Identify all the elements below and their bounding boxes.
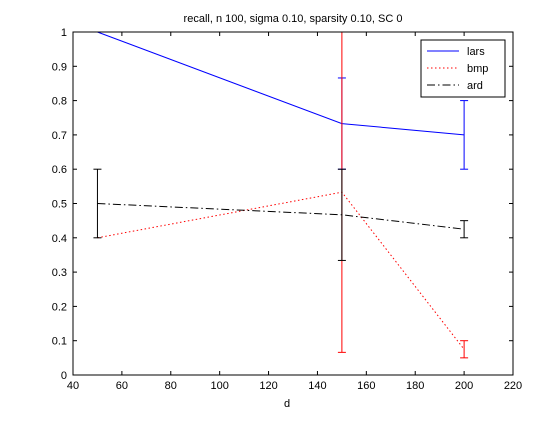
legend-label-lars: lars [467, 46, 485, 58]
x-tick-label: 180 [406, 380, 424, 392]
x-tick-label: 140 [308, 380, 326, 392]
y-tick-label: 1 [61, 27, 67, 39]
error-bar-ard-2 [460, 220, 469, 239]
x-tick-label: 160 [357, 380, 375, 392]
y-tick-label: 0 [61, 370, 67, 382]
y-tick-label: 0.1 [52, 336, 67, 348]
y-tick-label: 0.7 [52, 130, 67, 142]
x-tick-label: 120 [259, 380, 277, 392]
y-tick-label: 0.8 [52, 96, 67, 108]
chart-title: recall, n 100, sigma 0.10, sparsity 0.10… [184, 13, 403, 25]
x-tick-label: 40 [67, 380, 79, 392]
y-tick-label: 0.5 [52, 199, 67, 211]
legend: lars bmp ard [420, 39, 506, 98]
y-tick-label: 0.9 [52, 61, 67, 73]
legend-label-bmp: bmp [467, 63, 488, 75]
legend-box [420, 39, 506, 98]
x-tick-label: 220 [504, 380, 522, 392]
error-bar-bmp-2 [460, 340, 469, 359]
x-tick-label: 100 [210, 380, 228, 392]
x-tick-label: 60 [116, 380, 128, 392]
y-tick-label: 0.2 [52, 301, 67, 313]
y-tick-label: 0.6 [52, 164, 67, 176]
x-tick-label: 200 [455, 380, 473, 392]
error-bar-ard-0 [93, 168, 102, 239]
legend-label-ard: ard [467, 80, 483, 92]
y-tick-label: 0.4 [52, 233, 67, 245]
error-bar-ard-1 [337, 168, 346, 261]
y-tick-label: 0.3 [52, 267, 67, 279]
axes-layer: 40 60 80 100 120 140 160 180 200 220 0 0.1 0.2 0.3 0.4… [52, 27, 522, 392]
error-bar-lars-2 [460, 100, 469, 170]
x-axis-label: d [284, 398, 290, 410]
x-tick-label: 80 [165, 380, 177, 392]
